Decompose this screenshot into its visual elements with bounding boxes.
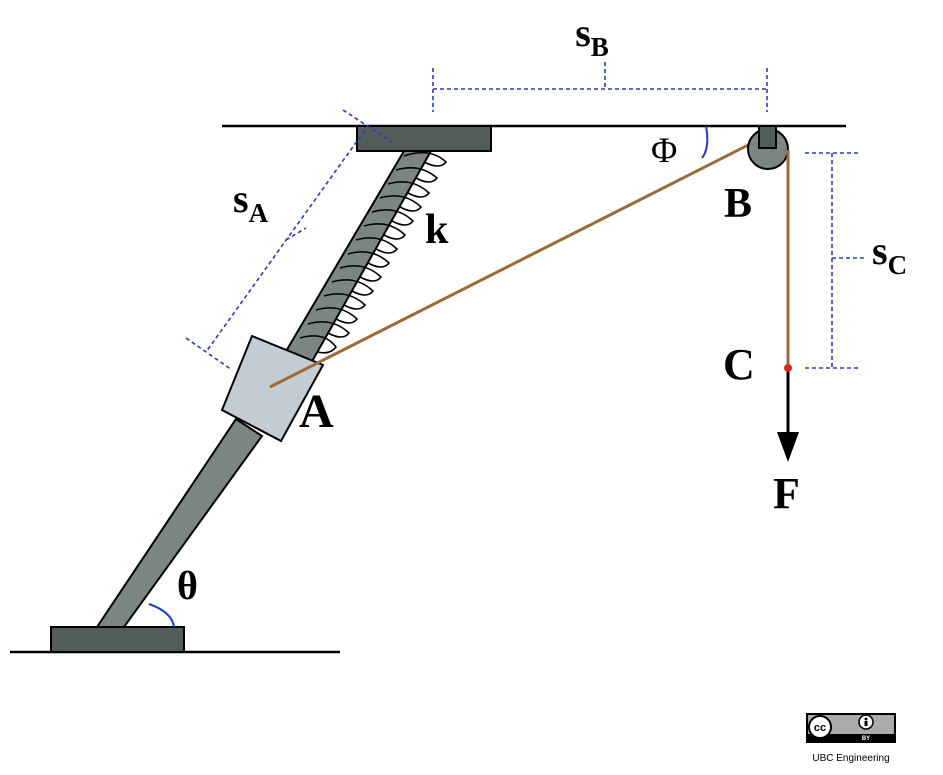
pulley-bracket: [758, 125, 777, 149]
svg-text:cc: cc: [814, 722, 826, 734]
label-b: B: [724, 181, 752, 227]
cc-icon: [808, 715, 832, 739]
ground-base: [50, 626, 185, 653]
label-sb: sB: [575, 10, 609, 62]
label-phi: Φ: [651, 130, 677, 170]
guide-rod-lower: [95, 417, 264, 628]
label-sa: sA: [233, 176, 269, 228]
label-f: F: [773, 469, 800, 518]
dimension-sb: [432, 62, 768, 112]
label-c: C: [723, 340, 755, 389]
cc-by-badge: cc BY: [806, 713, 896, 743]
dimension-sc: [805, 152, 866, 369]
slider-a: [220, 334, 325, 443]
credit-text: UBC Engineering: [812, 753, 889, 764]
label-theta: θ: [177, 563, 198, 608]
dimension-sa: [185, 109, 393, 371]
theta-angle-arc: [148, 603, 175, 628]
label-sc: sC: [872, 228, 907, 280]
rope-ab: [269, 135, 765, 389]
label-a: A: [299, 385, 334, 438]
spring-k: [299, 151, 448, 354]
force-arrow-head: [777, 432, 799, 462]
svg-text:BY: BY: [862, 736, 870, 742]
label-k: k: [425, 207, 449, 253]
phi-angle-arc: [701, 125, 709, 159]
point-c: [784, 364, 792, 372]
ceiling-mount: [356, 125, 492, 152]
